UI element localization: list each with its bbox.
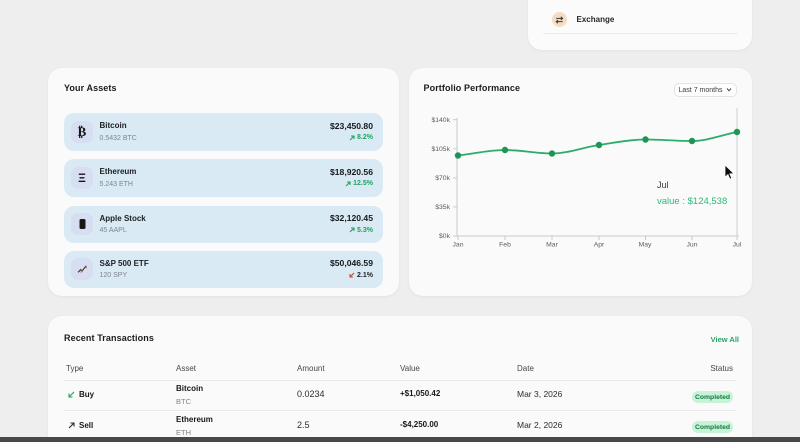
svg-text:Mar: Mar bbox=[546, 242, 558, 249]
svg-text:$140k: $140k bbox=[431, 117, 450, 124]
svg-text:$70k: $70k bbox=[435, 175, 450, 182]
svg-text:value : $124,538: value : $124,538 bbox=[657, 196, 727, 207]
svg-text:$35k: $35k bbox=[435, 204, 450, 211]
svg-text:Jul: Jul bbox=[657, 180, 669, 190]
svg-text:Apr: Apr bbox=[594, 242, 605, 249]
svg-text:$0k: $0k bbox=[439, 233, 451, 240]
svg-text:May: May bbox=[639, 242, 652, 249]
svg-text:Jul: Jul bbox=[733, 242, 742, 249]
svg-text:Jan: Jan bbox=[453, 242, 464, 249]
svg-text:Feb: Feb bbox=[499, 242, 511, 249]
svg-text:$105k: $105k bbox=[431, 146, 450, 153]
svg-text:Jun: Jun bbox=[687, 242, 698, 249]
